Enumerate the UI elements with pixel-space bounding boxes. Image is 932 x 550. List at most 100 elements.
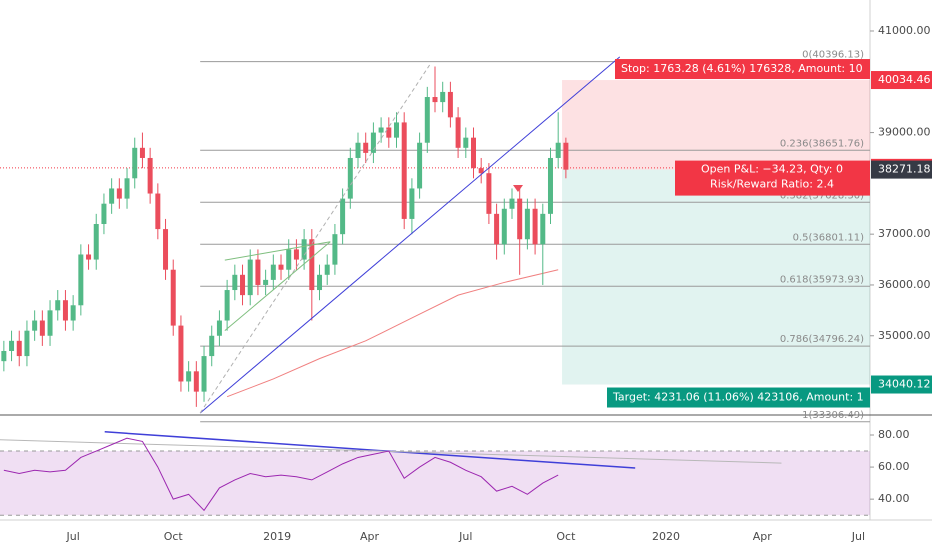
price-tag-label: 40034.46 [878, 73, 931, 86]
candle-body [394, 122, 400, 138]
candle-body [93, 224, 99, 260]
y-tick-label: 37000.00 [878, 227, 931, 240]
candle-body [555, 142, 561, 158]
x-tick-label: Jul [851, 530, 865, 543]
x-tick-label: Apr [360, 530, 380, 543]
fib-label: 0.382(37628.30) [780, 190, 864, 201]
y-tick-label: 41000.00 [878, 24, 931, 37]
candle-body [86, 254, 92, 260]
candle-body [386, 127, 392, 138]
rsi-trendline [0, 439, 782, 464]
candle-body [317, 274, 323, 291]
trendline [224, 241, 331, 261]
candle-body [524, 208, 530, 240]
candle-body [486, 173, 492, 214]
candle-body [132, 147, 138, 179]
candle-body [163, 229, 169, 270]
fib-label: 0.236(38651.76) [780, 138, 864, 149]
candle-body [139, 147, 145, 158]
rsi-trendline [104, 431, 636, 469]
candle-body [247, 259, 253, 296]
fib-label: 0(40396.13) [802, 50, 864, 61]
candle-body [517, 198, 523, 240]
candle-body [101, 203, 107, 225]
candle-body [186, 371, 192, 382]
y-tick-label: 39000.00 [878, 126, 931, 139]
candle-body [401, 122, 407, 219]
target-zone [562, 169, 870, 385]
pnl-tag [675, 160, 870, 196]
price-tag [871, 71, 932, 90]
x-tick-label: Jul [458, 530, 472, 543]
candle-body [332, 234, 338, 265]
candle-body [340, 198, 346, 235]
rsi-tick-label: 60.00 [878, 460, 910, 473]
candle-body [70, 305, 76, 321]
candle-body [432, 97, 438, 103]
candle-body [55, 300, 61, 311]
candle-body [78, 254, 84, 306]
pnl-label: Open P&L: −34.23, Qty: 0 [701, 163, 843, 176]
signal-marker [513, 185, 523, 192]
fib-label: 0.618(35973.93) [780, 274, 864, 285]
rsi-band [0, 451, 870, 516]
price-tag-label: 34040.12 [878, 378, 931, 391]
price-tag [871, 375, 932, 394]
candle-body [216, 320, 222, 336]
y-tick-label: 36000.00 [878, 278, 931, 291]
price-tag-label: 38271.18 [878, 163, 931, 176]
x-tick-label: Oct [556, 530, 576, 543]
candle-body [440, 91, 446, 103]
ratio-label: Risk/Reward Ratio: 2.4 [710, 178, 834, 191]
price-tag [871, 160, 932, 179]
candle-body [170, 269, 176, 326]
candle-body [370, 132, 376, 153]
candle-body [232, 274, 238, 291]
fib-label: 1(33306.49) [802, 410, 864, 421]
stop-tag [615, 59, 870, 80]
x-tick-label: 2019 [263, 530, 291, 543]
candle-body [547, 157, 553, 214]
candle-body [24, 330, 30, 357]
candle-body [293, 249, 299, 260]
candle-body [270, 264, 276, 280]
candle-body [147, 157, 153, 194]
rsi-tick-label: 80.00 [878, 428, 910, 441]
target-tag [607, 387, 870, 408]
candle-body [347, 157, 353, 199]
candle-body [201, 356, 207, 392]
stop-label: Stop: 1763.28 (4.61%) 176328, Amount: 10 [621, 62, 863, 75]
candle-body [255, 259, 261, 285]
candle-body [286, 249, 292, 270]
candle-body [447, 91, 453, 118]
candle-body [509, 198, 515, 209]
fib-label: 0.5(36801.11) [793, 232, 865, 243]
candle-body [355, 142, 361, 158]
candle-body [463, 137, 469, 148]
candle-body [455, 117, 461, 148]
fib-label: 0.786(34796.24) [780, 334, 864, 345]
candle-body [470, 137, 476, 169]
candle-body [47, 310, 53, 336]
candle-body [124, 178, 130, 199]
candle-body [32, 320, 38, 331]
candle-body [1, 350, 7, 362]
candle-body [240, 274, 246, 296]
candle-body [109, 188, 115, 204]
candle-body [193, 371, 199, 392]
x-tick-label: Oct [164, 530, 184, 543]
target-label: Target: 4231.06 (11.06%) 423106, Amount:… [612, 391, 864, 404]
candle-body [378, 127, 384, 133]
candle-body [9, 340, 15, 351]
rsi-tick-label: 40.00 [878, 492, 910, 505]
candle-body [209, 335, 215, 357]
candle-body [563, 142, 569, 170]
candle-body [301, 239, 307, 260]
candle-body [155, 193, 161, 230]
candle-body [324, 264, 330, 275]
x-tick-label: Jul [66, 530, 80, 543]
candle-body [409, 188, 415, 219]
candle-body [478, 168, 484, 174]
